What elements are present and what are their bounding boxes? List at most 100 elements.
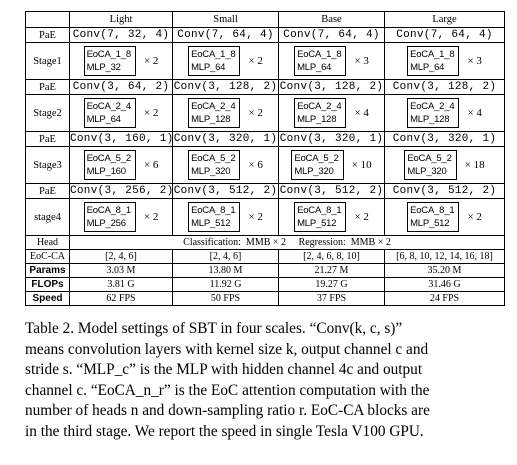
pae-cell: Conv(3, 128, 2) [278, 79, 385, 95]
pae-row: PaE Conv(3, 160, 1) Conv(3, 320, 1) Conv(3,… [25, 131, 505, 147]
stage-block: EoCA_8_1 MLP_512 × 2 [188, 202, 263, 232]
mlp-label: MLP_320 [407, 166, 447, 177]
block-box: EoCA_5_2 MLP_160 [83, 150, 136, 180]
stage-block: EoCA_1_8 MLP_32 × 2 [83, 46, 158, 76]
repeat-count: × 10 [351, 159, 372, 171]
block-box: EoCA_5_2 MLP_320 [291, 150, 344, 180]
stage-block: EoCA_1_8 MLP_64 × 2 [188, 46, 263, 76]
stat-row: EoC-CA [2, 4, 6] [2, 4, 6] [2, 4, 6, 8, 10]… [25, 249, 505, 264]
pae-cell: Conv(7, 32, 4) [69, 27, 173, 43]
model-settings-table: Light Small Base Large PaE Conv(7, 32, 4)… [25, 11, 505, 306]
caption-line: Table 2. Model settings of SBT in four s… [25, 320, 403, 337]
stage-row: Stage1 EoCA_1_8 MLP_32 × 2 EoCA_1_8 MLP_64 × 2… [25, 42, 505, 80]
pae-row: PaE Conv(7, 32, 4) Conv(7, 64, 4) Conv(7, 6… [25, 27, 505, 43]
stage-cell: EoCA_8_1 MLP_512 × 2 [278, 198, 385, 236]
eoca-label: EoCA_5_2 [294, 153, 339, 164]
stat-cell: 31.46 G [384, 277, 505, 292]
stage-block: EoCA_8_1 MLP_512 × 2 [407, 202, 482, 232]
block-box: EoCA_2_4 MLP_128 [188, 98, 241, 128]
row-label: stage4 [25, 198, 70, 236]
pae-cell: Conv(3, 256, 2) [69, 183, 173, 199]
mlp-label: MLP_160 [86, 166, 126, 177]
stat-row: Speed 62 FPS 50 FPS 37 FPS 24 FPS [25, 291, 505, 306]
eoca-label: EoCA_5_2 [191, 153, 236, 164]
stage-row: Stage2 EoCA_2_4 MLP_64 × 2 EoCA_2_4 MLP_128 × … [25, 94, 505, 132]
mlp-label: MLP_512 [410, 218, 450, 229]
stage-cell: EoCA_8_1 MLP_256 × 2 [69, 198, 173, 236]
repeat-count: × 6 [143, 159, 159, 171]
block-box: EoCA_5_2 MLP_320 [404, 150, 457, 180]
repeat-count: × 2 [248, 211, 263, 223]
repeat-count: × 4 [467, 107, 482, 119]
eoca-label: EoCA_5_2 [407, 153, 452, 164]
repeat-count: × 2 [143, 211, 159, 223]
stat-cell: 24 FPS [384, 291, 505, 306]
eoca-label: EoCA_2_4 [86, 101, 132, 112]
stat-cell: 21.27 M [278, 263, 385, 278]
block-box: EoCA_8_1 MLP_512 [188, 202, 241, 232]
pae-cell: Conv(3, 512, 2) [278, 183, 385, 199]
mlp-label: MLP_64 [86, 114, 121, 125]
mlp-label: MLP_256 [86, 218, 126, 229]
pae-cell: Conv(3, 320, 1) [384, 131, 505, 147]
mlp-label: MLP_128 [297, 114, 337, 125]
head-row: Head Classification: MMB × 2 Regression: … [25, 235, 505, 250]
row-label: PaE [25, 79, 70, 95]
block-box: EoCA_1_8 MLP_32 [83, 46, 136, 76]
block-box: EoCA_8_1 MLP_256 [83, 202, 136, 232]
eoca-label: EoCA_8_1 [297, 205, 342, 216]
mlp-label: MLP_64 [297, 62, 332, 73]
stage-cell: EoCA_1_8 MLP_32 × 2 [69, 42, 173, 80]
row-label: PaE [25, 183, 70, 199]
pae-cell: Conv(7, 64, 4) [172, 27, 279, 43]
stat-cell: [2, 4, 6] [69, 249, 173, 264]
header-large: Large [384, 11, 505, 28]
pae-cell: Conv(3, 320, 1) [172, 131, 279, 147]
stage-block: EoCA_5_2 MLP_320 × 10 [291, 150, 372, 180]
eoca-label: EoCA_2_4 [191, 101, 236, 112]
stat-cell: [6, 8, 10, 12, 14, 16, 18] [384, 249, 505, 264]
head-cell: Classification: MMB × 2 Regression: MMB … [69, 235, 505, 250]
mlp-label: MLP_128 [410, 114, 450, 125]
row-label: Stage3 [25, 146, 70, 184]
stage-block: EoCA_5_2 MLP_320 × 6 [188, 150, 263, 180]
header-row: Light Small Base Large [25, 11, 505, 28]
repeat-count: × 3 [354, 55, 369, 67]
stage-block: EoCA_1_8 MLP_64 × 3 [407, 46, 482, 76]
caption-line: stride s. “MLP_c” is the MLP with hidden… [25, 361, 423, 378]
row-label: Stage1 [25, 42, 70, 80]
stat-row: FLOPs 3.81 G 11.92 G 19.27 G 31.46 G [25, 277, 505, 292]
stage-block: EoCA_2_4 MLP_128 × 4 [294, 98, 369, 128]
pae-row: PaE Conv(3, 256, 2) Conv(3, 512, 2) Conv(3,… [25, 183, 505, 199]
stage-block: EoCA_8_1 MLP_256 × 2 [83, 202, 159, 232]
pae-cell: Conv(3, 320, 1) [278, 131, 385, 147]
caption-line: number of heads n and down-sampling rati… [25, 402, 430, 419]
eoca-label: EoCA_5_2 [86, 153, 132, 164]
row-label: PaE [25, 131, 70, 147]
row-label: PaE [25, 27, 70, 43]
stage-block: EoCA_8_1 MLP_512 × 2 [294, 202, 369, 232]
stage-cell: EoCA_5_2 MLP_320 × 18 [384, 146, 505, 184]
stat-cell: 13.80 M [172, 263, 279, 278]
header-corner [25, 11, 70, 28]
block-box: EoCA_1_8 MLP_64 [294, 46, 347, 76]
repeat-count: × 2 [248, 55, 263, 67]
block-box: EoCA_8_1 MLP_512 [407, 202, 460, 232]
stage-block: EoCA_2_4 MLP_64 × 2 [83, 98, 158, 128]
block-box: EoCA_8_1 MLP_512 [294, 202, 347, 232]
stage-block: EoCA_2_4 MLP_128 × 2 [188, 98, 263, 128]
mlp-label: MLP_128 [191, 114, 231, 125]
stat-cell: 35.20 M [384, 263, 505, 278]
table-caption: Table 2. Model settings of SBT in four s… [25, 319, 505, 442]
stage-cell: EoCA_8_1 MLP_512 × 2 [384, 198, 505, 236]
eoca-label: EoCA_1_8 [410, 49, 455, 60]
mlp-label: MLP_512 [191, 218, 231, 229]
row-label: Head [25, 235, 70, 250]
stat-cell: 50 FPS [172, 291, 279, 306]
repeat-count: × 2 [467, 211, 482, 223]
stage-cell: EoCA_1_8 MLP_64 × 3 [384, 42, 505, 80]
pae-cell: Conv(3, 64, 2) [69, 79, 173, 95]
pae-cell: Conv(3, 128, 2) [172, 79, 279, 95]
stage-block: EoCA_1_8 MLP_64 × 3 [294, 46, 369, 76]
